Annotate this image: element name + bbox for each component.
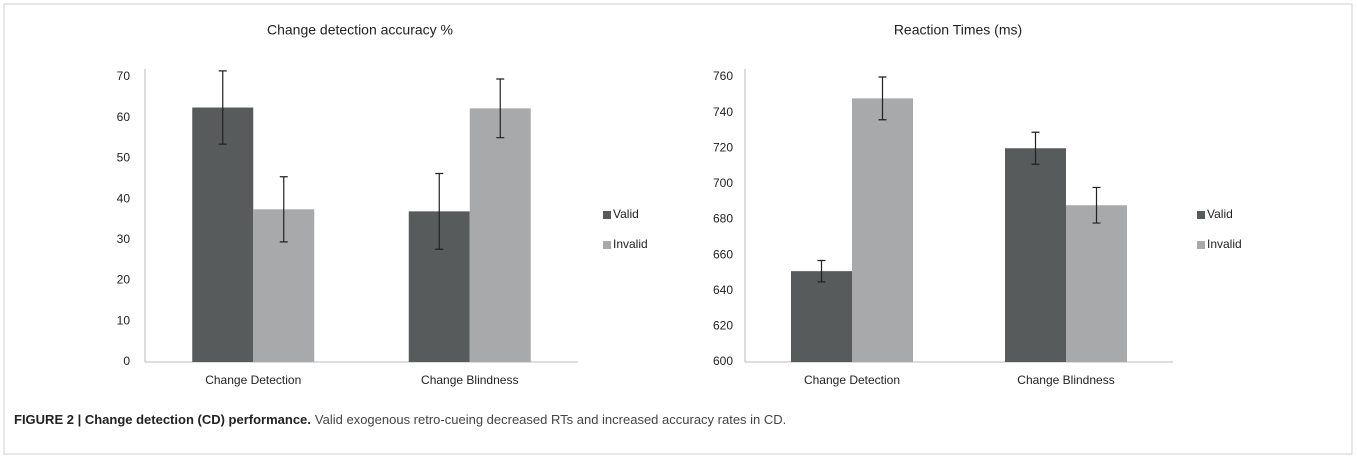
legend-label: Valid — [1207, 207, 1233, 221]
bar — [469, 108, 531, 362]
y-tick-label: 680 — [713, 212, 733, 226]
y-tick-label: 40 — [117, 191, 131, 205]
legend-swatch — [1197, 211, 1205, 219]
bar — [192, 107, 254, 363]
legend-label: Valid — [613, 207, 639, 221]
caption-label: FIGURE 2 | Change detection (CD) perform… — [14, 412, 311, 427]
y-tick-label: 760 — [713, 69, 733, 83]
chart-title: Change detection accuracy % — [267, 22, 453, 38]
y-tick-label: 50 — [117, 151, 131, 165]
bar — [791, 271, 852, 362]
chart-title: Reaction Times (ms) — [894, 22, 1022, 38]
y-tick-label: 60 — [117, 110, 131, 124]
error-bar — [1092, 186, 1101, 224]
legend-label: Invalid — [613, 237, 648, 251]
y-tick-label: 640 — [713, 283, 733, 297]
legend-swatch — [603, 211, 611, 219]
y-tick-label: 10 — [117, 313, 131, 327]
caption-text: Valid exogenous retro-cueing decreased R… — [315, 412, 786, 427]
x-tick-label: Change Blindness — [421, 373, 518, 387]
y-tick-label: 620 — [713, 319, 733, 333]
error-bar — [218, 70, 227, 145]
y-tick-label: 720 — [713, 140, 733, 154]
error-bar — [878, 76, 887, 121]
x-tick-label: Change Detection — [205, 373, 301, 387]
caption: FIGURE 2 | Change detection (CD) perform… — [14, 412, 786, 427]
y-tick-label: 20 — [117, 273, 131, 287]
y-tick-label: 660 — [713, 247, 733, 261]
bar — [1005, 148, 1066, 362]
y-tick-label: 30 — [117, 232, 131, 246]
legend-swatch — [603, 241, 611, 249]
legend-swatch — [1197, 241, 1205, 249]
error-bar — [496, 78, 505, 139]
error-bar — [817, 259, 826, 283]
x-tick-label: Change Detection — [804, 373, 900, 387]
error-bar — [279, 176, 288, 243]
error-bar — [1031, 131, 1040, 165]
legend-label: Invalid — [1207, 237, 1242, 251]
bar — [1066, 205, 1127, 362]
y-tick-label: 600 — [713, 354, 733, 368]
y-tick-label: 0 — [123, 354, 130, 368]
y-tick-label: 740 — [713, 105, 733, 119]
y-tick-label: 700 — [713, 176, 733, 190]
x-tick-label: Change Blindness — [1017, 373, 1114, 387]
figure-border — [3, 3, 1353, 455]
error-bar — [435, 172, 444, 250]
y-tick-label: 70 — [117, 69, 131, 83]
bar — [852, 98, 913, 362]
